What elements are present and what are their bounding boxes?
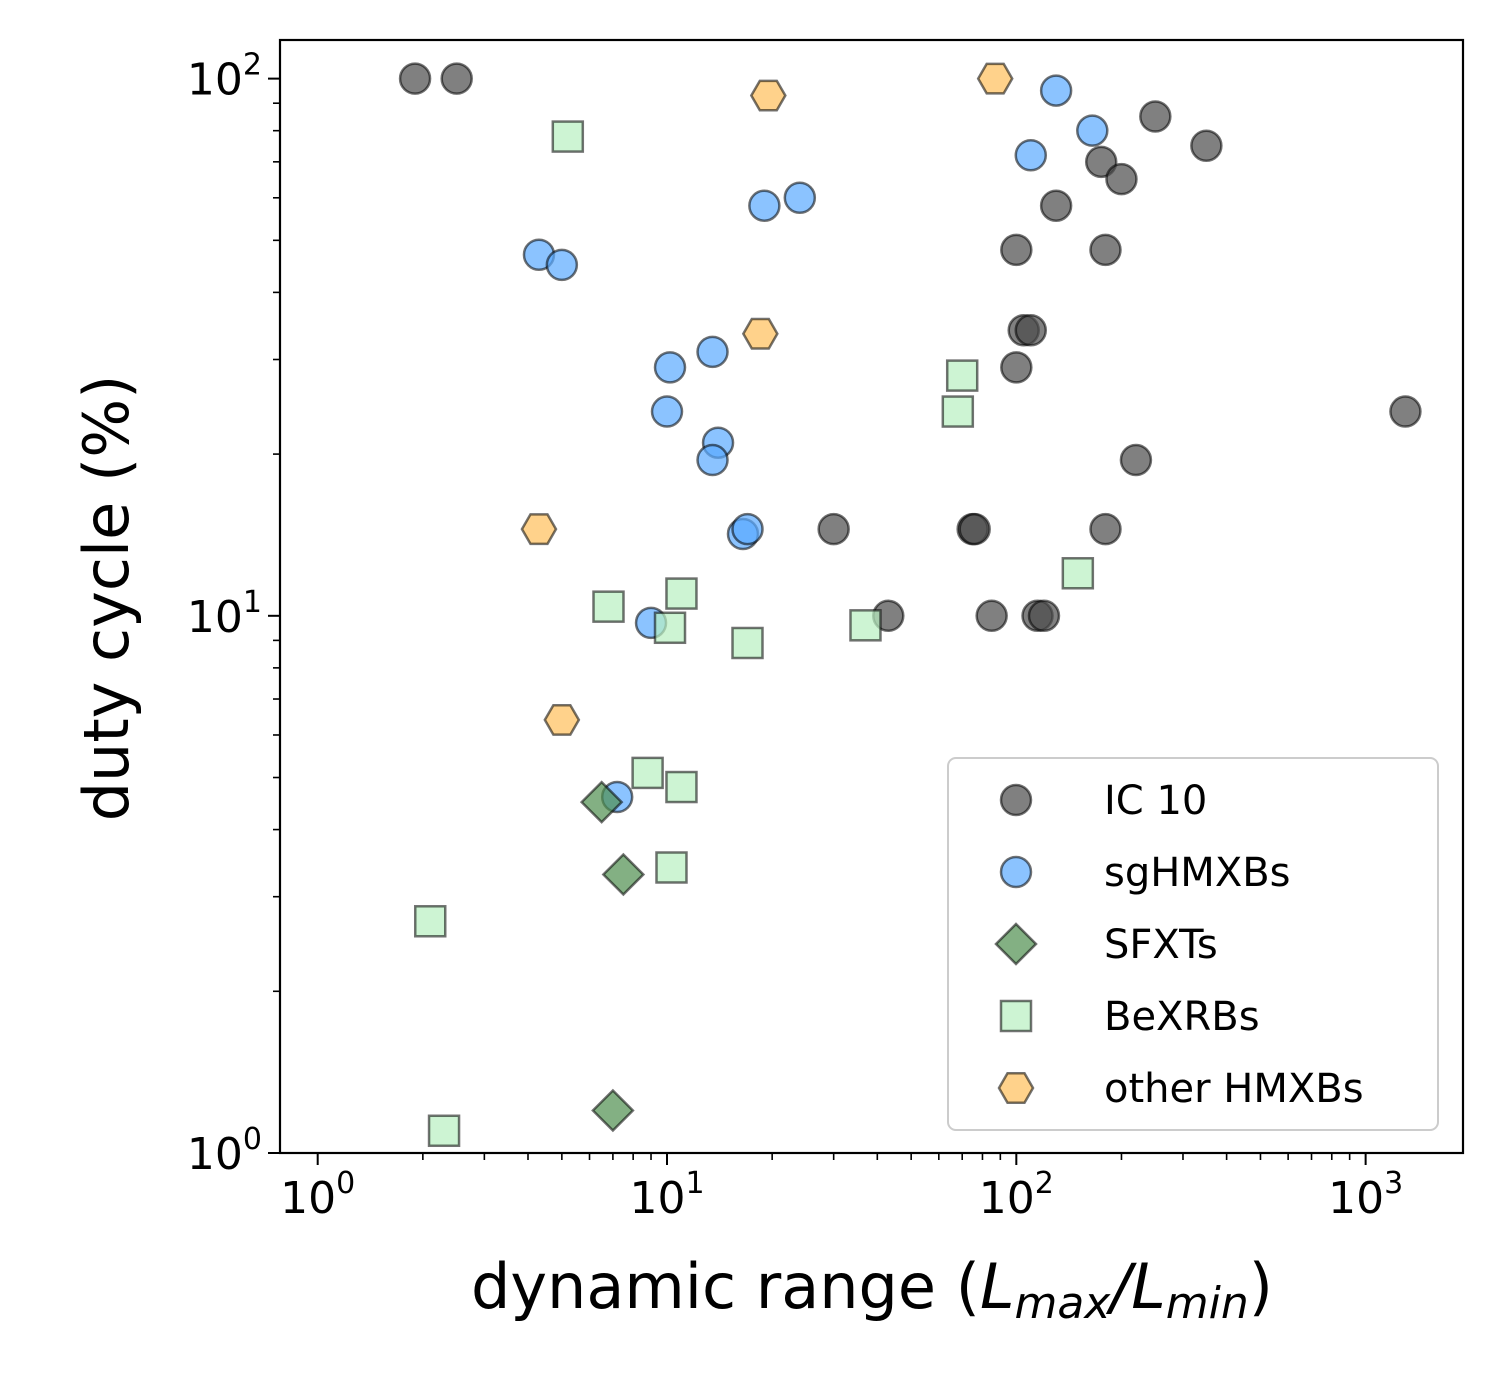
point-other-hmxbs: [976, 62, 1014, 95]
y-tick-label: 101: [187, 585, 262, 643]
point-ic-10: [975, 599, 1008, 633]
point-sghmxbs: [696, 335, 729, 369]
point-bexrbs: [427, 1114, 461, 1148]
x-axis-title-prefix: dynamic range (: [471, 1250, 980, 1323]
point-ic-10: [817, 512, 850, 546]
point-bexrbs: [731, 626, 764, 660]
x-tick-label: 101: [629, 1166, 704, 1224]
point-other-hmxbs: [520, 513, 558, 546]
x-tick-label: 100: [280, 1166, 355, 1224]
point-bexrbs: [655, 851, 688, 884]
point-sghmxbs: [545, 248, 579, 282]
point-ic-10: [1027, 599, 1061, 633]
legend-label-sghmxbs: sgHMXBs: [1104, 850, 1291, 896]
major-ticks: [268, 77, 1367, 1165]
point-sghmxbs: [1039, 74, 1073, 107]
point-sfxts: [591, 1088, 635, 1133]
x-tick-label: 102: [979, 1166, 1054, 1224]
y-tick-label: 102: [187, 48, 262, 106]
x-axis-title-var1: L: [980, 1250, 1015, 1323]
point-ic-10: [1014, 314, 1048, 347]
point-sghmxbs: [731, 512, 764, 546]
point-ic-10: [1139, 100, 1172, 133]
point-bexrbs: [592, 590, 625, 623]
legend-marker-sghmxbs: [999, 855, 1033, 889]
point-sghmxbs: [650, 395, 684, 428]
x-axis-title: dynamic range (Lmax/Lmin): [471, 1250, 1273, 1329]
point-ic-10: [1089, 233, 1122, 267]
point-sghmxbs: [748, 189, 781, 222]
point-ic-10: [1105, 162, 1138, 196]
point-bexrbs: [631, 756, 664, 790]
point-ic-10: [1389, 395, 1422, 428]
x-axis-title-sub2: min: [1166, 1278, 1249, 1329]
point-bexrbs: [945, 359, 979, 392]
point-sghmxbs: [1014, 139, 1048, 172]
legend-frame: [947, 757, 1439, 1131]
legend-marker-other-hmxbs: [997, 1072, 1035, 1104]
legend: IC 10 sgHMXBs SFXTs BeXRBs other HMXBs: [947, 757, 1439, 1131]
x-axis-title-sub1: max: [1014, 1278, 1111, 1329]
point-bexrbs: [941, 395, 975, 428]
y-tick-label: 100: [187, 1122, 262, 1180]
point-sghmxbs: [696, 443, 729, 477]
point-ic-10: [440, 62, 473, 95]
point-bexrbs: [665, 770, 698, 804]
data-points: [398, 62, 1422, 1148]
point-bexrbs: [665, 577, 698, 610]
legend-label-other-hmxbs: other HMXBs: [1104, 1066, 1364, 1112]
point-bexrbs: [551, 120, 585, 153]
point-other-hmxbs: [543, 703, 581, 736]
point-ic-10: [1039, 189, 1073, 222]
point-ic-10: [1119, 443, 1153, 477]
point-sghmxbs: [1076, 114, 1109, 147]
legend-label-bexrbs: BeXRBs: [1104, 994, 1260, 1040]
point-ic-10: [1190, 129, 1223, 162]
legend-label-sfxts: SFXTs: [1104, 922, 1218, 968]
x-axis-title-suffix: ): [1249, 1250, 1273, 1323]
point-bexrbs: [1061, 557, 1095, 590]
point-bexrbs: [413, 905, 447, 938]
legend-marker-bexrbs: [999, 999, 1033, 1033]
minor-ticks: [273, 102, 1351, 1160]
point-ic-10: [1000, 233, 1033, 267]
y-axis-title: duty cycle (%): [70, 375, 143, 822]
plot-frame: [278, 38, 1465, 1155]
point-bexrbs: [653, 611, 687, 645]
legend-marker-ic-10: [999, 783, 1033, 817]
tick-labels: 100 101 102 103 100 101 102: [187, 48, 1403, 1224]
legend-marker-sfxts: [994, 922, 1038, 966]
point-ic-10: [958, 512, 991, 546]
x-axis-title-var2: L: [1131, 1250, 1166, 1323]
point-other-hmxbs: [741, 317, 779, 350]
point-other-hmxbs: [749, 79, 787, 112]
point-sfxts: [601, 852, 646, 897]
x-tick-label: 103: [1328, 1166, 1403, 1224]
point-bexrbs: [849, 609, 882, 642]
point-sfxts: [579, 780, 624, 824]
point-sghmxbs: [653, 351, 687, 384]
legend-label-ic-10: IC 10: [1104, 778, 1207, 824]
point-ic-10: [1000, 351, 1033, 384]
point-ic-10: [398, 62, 432, 95]
point-sghmxbs: [783, 181, 817, 215]
legend-entries: IC 10 sgHMXBs SFXTs BeXRBs other HMXBs: [994, 778, 1364, 1112]
point-ic-10: [1089, 512, 1122, 546]
